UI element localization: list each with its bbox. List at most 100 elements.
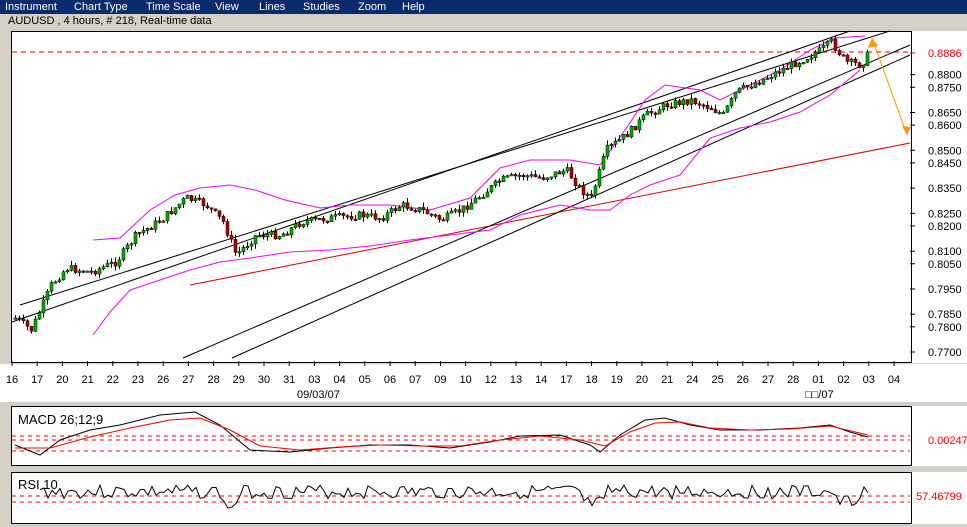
bearish-candle — [465, 205, 470, 210]
bullish-candle — [237, 251, 242, 254]
menu-time-scale[interactable]: Time Scale — [146, 1, 201, 13]
bearish-candle — [409, 208, 414, 211]
bearish-candle — [21, 318, 26, 321]
bullish-candle — [865, 51, 870, 66]
bullish-candle — [821, 45, 826, 49]
bearish-candle — [317, 217, 322, 220]
bearish-candle — [381, 218, 386, 221]
date-tick-label: 16 — [6, 374, 18, 386]
price-tick-label: 0.8050 — [928, 259, 962, 271]
bearish-candle — [93, 271, 98, 275]
bullish-candle — [449, 210, 454, 214]
macd-signal-line — [15, 417, 869, 451]
price-tick-label: 0.8750 — [928, 82, 962, 94]
menu-help[interactable]: Help — [402, 1, 425, 13]
rsi-axis-area — [912, 472, 967, 524]
bullish-candle — [389, 208, 394, 214]
bullish-candle — [445, 212, 450, 221]
bullish-candle — [549, 176, 554, 179]
rsi-value: 57.46799 — [916, 491, 962, 503]
bearish-candle — [321, 217, 326, 222]
bullish-candle — [61, 271, 66, 281]
bullish-candle — [57, 279, 62, 283]
bearish-candle — [653, 112, 658, 115]
bullish-candle — [525, 175, 530, 178]
bearish-candle — [649, 110, 654, 114]
bullish-candle — [481, 196, 486, 199]
bullish-candle — [377, 218, 382, 221]
bullish-candle — [829, 38, 834, 42]
date-tick-label: 17 — [31, 374, 43, 386]
bullish-candle — [477, 197, 482, 200]
menu-view[interactable]: View — [215, 1, 239, 13]
bullish-candle — [125, 244, 130, 249]
price-tick-label: 0.7700 — [928, 347, 962, 359]
bullish-candle — [605, 145, 610, 157]
date-tick-label: 31 — [283, 374, 295, 386]
date-tick-label: 12 — [485, 374, 497, 386]
date-tick-label: 22 — [107, 374, 119, 386]
date-tick-label: 03 — [863, 374, 875, 386]
bullish-candle — [613, 140, 618, 145]
menu-lines[interactable]: Lines — [259, 1, 286, 13]
red-trendline — [189, 142, 911, 286]
bullish-candle — [765, 77, 770, 80]
bullish-candle — [473, 197, 478, 204]
bullish-candle — [49, 282, 54, 292]
lower-trendline-1 — [182, 44, 911, 359]
menu-instrument[interactable]: Instrument — [5, 1, 57, 13]
price-tick-label: 0.8500 — [928, 145, 962, 157]
bullish-candle — [657, 109, 662, 115]
bearish-candle — [541, 177, 546, 180]
bearish-candle — [345, 215, 350, 218]
price-chart-panel[interactable] — [11, 31, 912, 363]
bullish-candle — [173, 207, 178, 215]
bullish-candle — [241, 247, 246, 252]
rsi-label: RSI 10 — [18, 477, 58, 492]
date-tick-label: 30 — [258, 374, 270, 386]
price-tick-label: 0.8250 — [928, 208, 962, 220]
bearish-candle — [261, 235, 266, 238]
bullish-candle — [681, 99, 686, 106]
bearish-candle — [137, 232, 142, 235]
menu-zoom[interactable]: Zoom — [358, 1, 387, 13]
projection-arrowhead-top — [868, 38, 878, 48]
rsi-line — [39, 483, 869, 509]
bullish-candle — [301, 224, 306, 227]
bullish-candle — [69, 265, 74, 271]
bullish-candle — [729, 97, 734, 107]
bullish-candle — [181, 198, 186, 205]
bearish-candle — [557, 171, 562, 175]
bullish-candle — [689, 98, 694, 105]
bearish-candle — [81, 270, 86, 273]
bearish-candle — [785, 67, 790, 70]
bearish-candle — [297, 223, 302, 227]
bearish-candle — [17, 317, 22, 320]
bearish-candle — [197, 197, 202, 200]
bearish-candle — [853, 58, 858, 63]
bearish-candle — [313, 217, 318, 220]
bearish-candle — [841, 54, 846, 57]
bearish-candle — [633, 125, 638, 131]
macd-axis-area — [912, 406, 967, 466]
bullish-candle — [753, 82, 758, 88]
bearish-candle — [685, 99, 690, 105]
bearish-candle — [677, 100, 682, 106]
date-tick-label: 18 — [585, 374, 597, 386]
bullish-candle — [185, 195, 190, 199]
price-tick-label: 0.8450 — [928, 158, 962, 170]
menu-chart-type[interactable]: Chart Type — [74, 1, 128, 13]
bearish-candle — [745, 85, 750, 88]
bullish-candle — [597, 168, 602, 187]
bearish-candle — [693, 98, 698, 104]
bullish-candle — [133, 232, 138, 244]
menu-bar: Instrument Chart Type Time Scale View Li… — [0, 0, 967, 14]
bullish-candle — [725, 105, 730, 113]
menu-studies[interactable]: Studies — [303, 1, 340, 13]
bearish-candle — [205, 205, 210, 208]
bullish-candle — [773, 71, 778, 78]
price-tick-label: 0.7950 — [928, 284, 962, 296]
bullish-candle — [385, 212, 390, 221]
bullish-candle — [85, 270, 90, 273]
bullish-candle — [41, 299, 46, 314]
